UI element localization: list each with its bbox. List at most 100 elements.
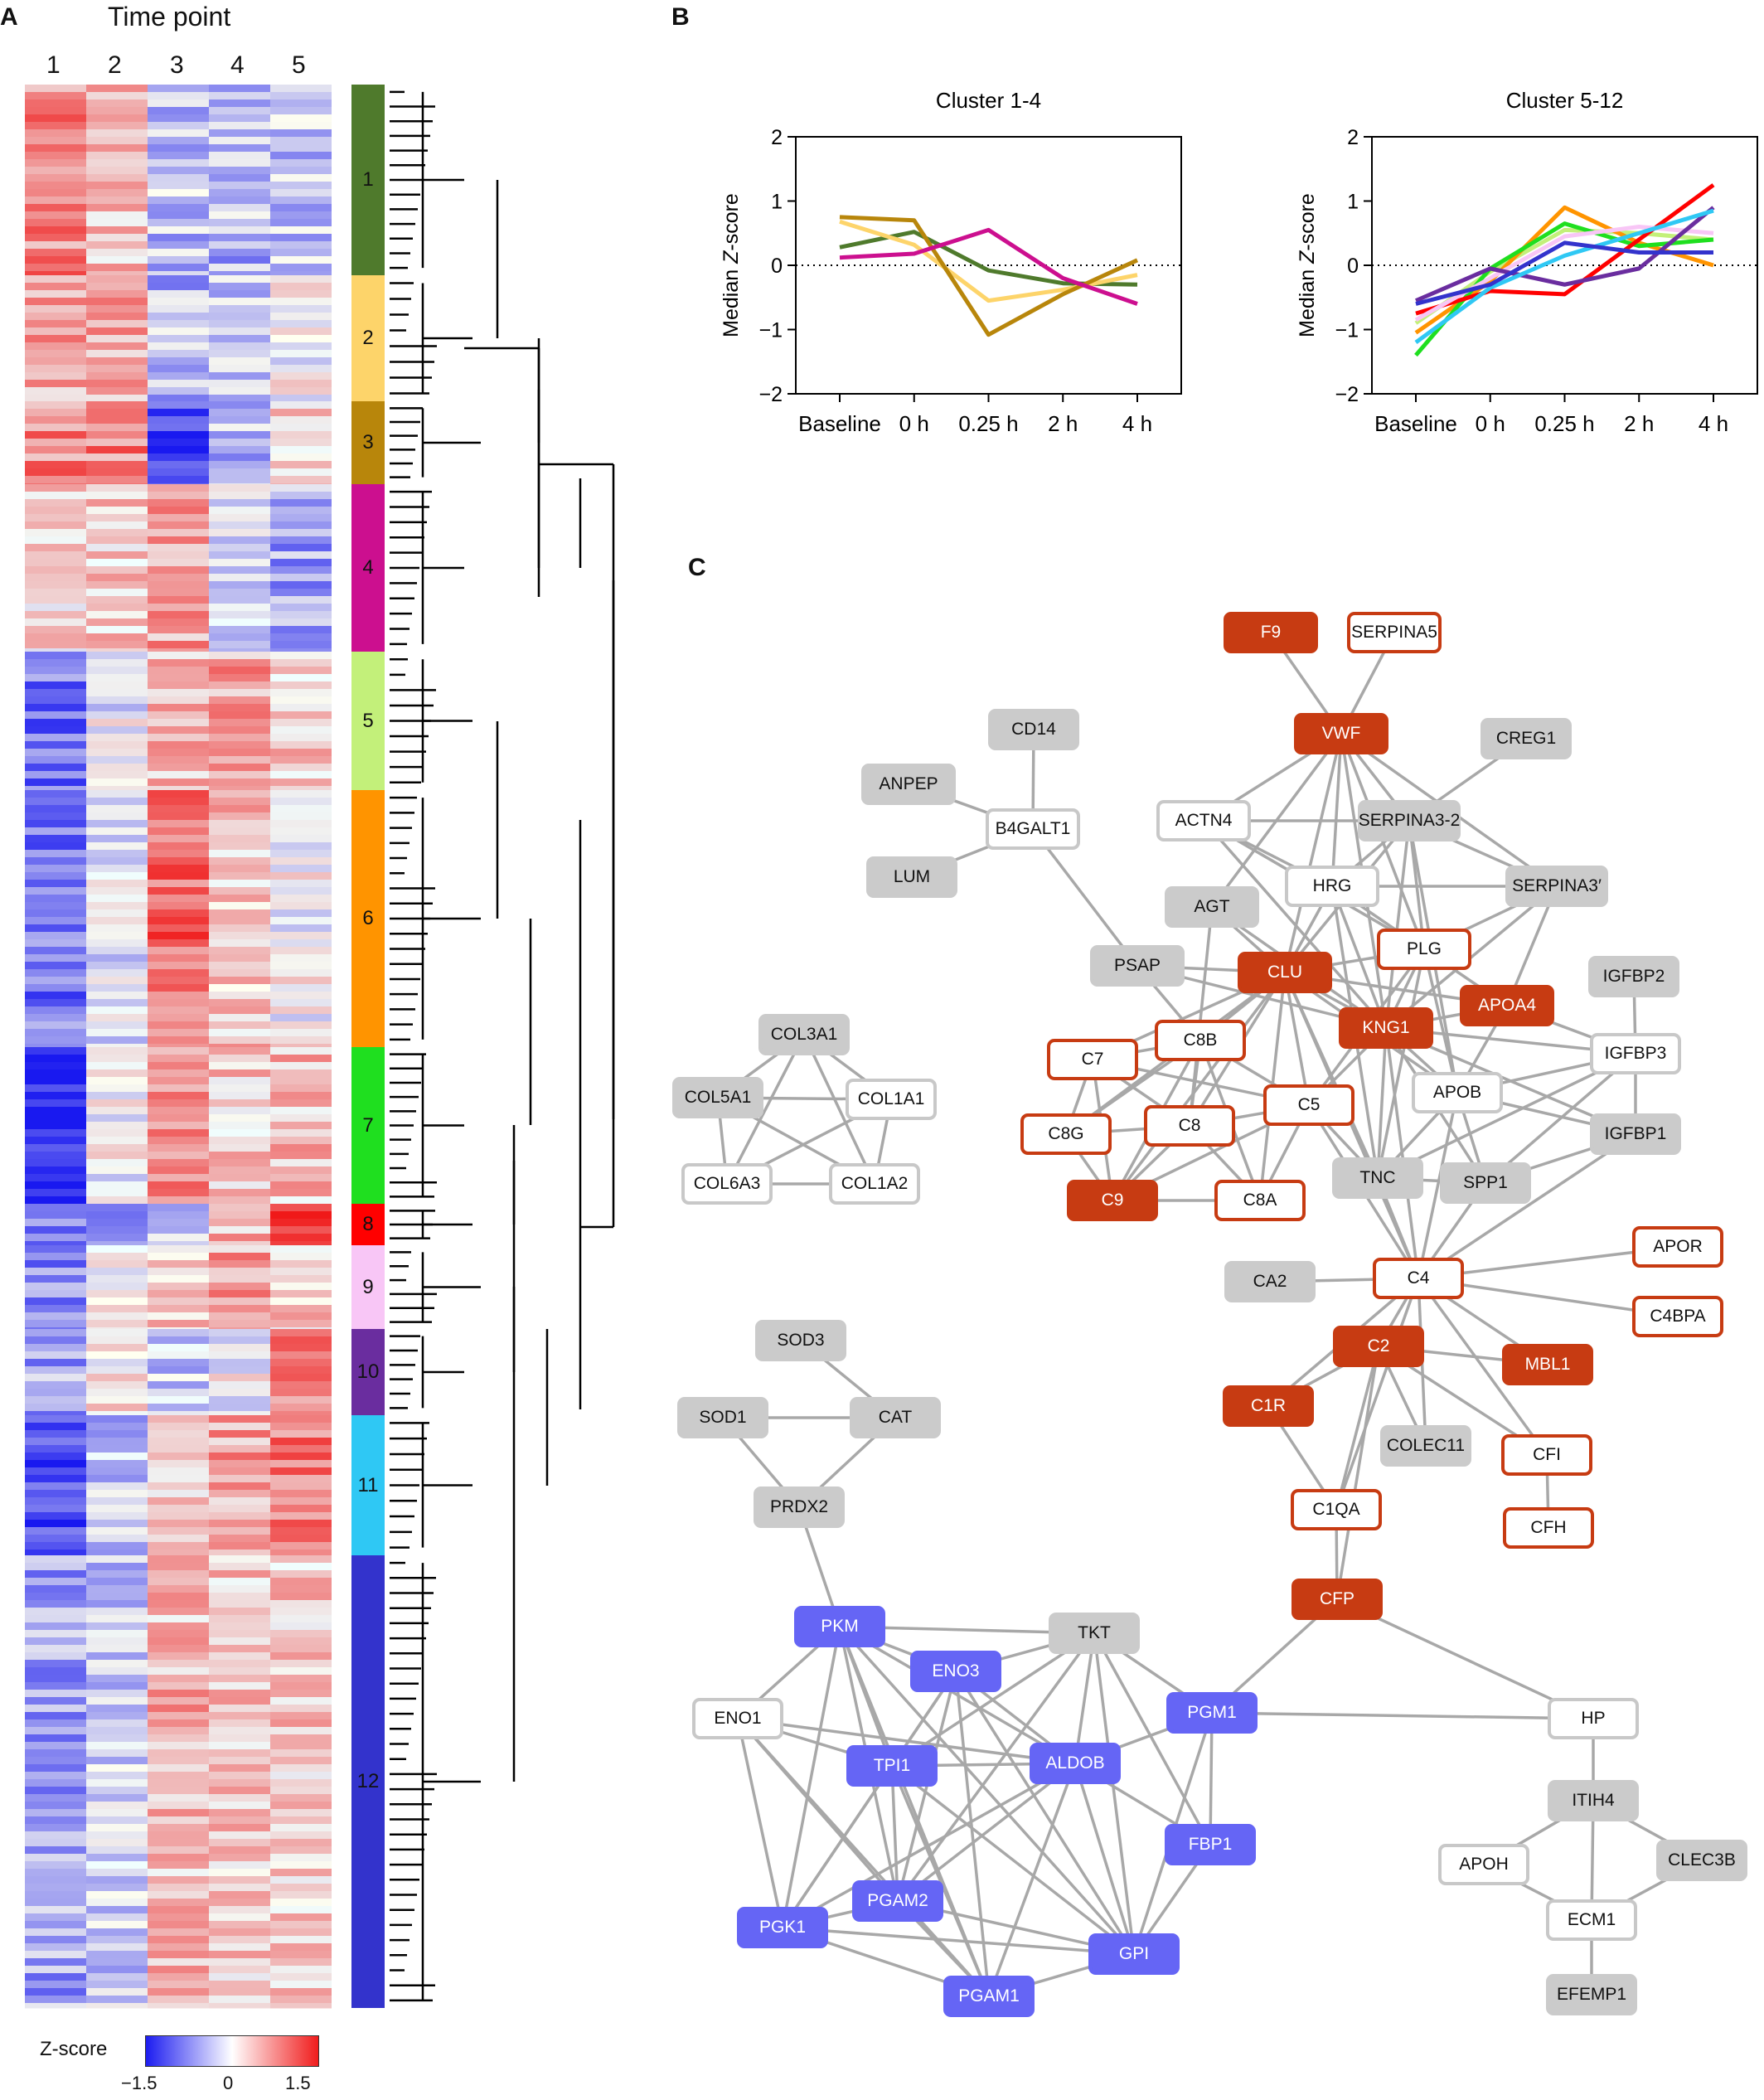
network-node: CLU <box>1238 952 1332 993</box>
network-node: ITIH4 <box>1548 1780 1639 1821</box>
x-tick-label: 0 h <box>899 411 929 436</box>
network-node: CFH <box>1503 1507 1594 1549</box>
network-node: COL1A2 <box>829 1163 920 1205</box>
cluster-label-11: 11 <box>357 1473 379 1496</box>
cluster-bar-3 <box>351 401 385 484</box>
network-node: B4GALT1 <box>986 808 1080 850</box>
x-tick-label: 0 h <box>1476 411 1505 436</box>
colorbar-tick-low: −1.5 <box>121 2073 158 2093</box>
network-edge <box>1418 1132 1636 1280</box>
network-edge <box>1384 1027 1420 1279</box>
network-node: F9 <box>1224 612 1318 653</box>
y-tick-label: −2 <box>758 383 783 406</box>
network-node: C1R <box>1223 1385 1314 1427</box>
network-node: MBL1 <box>1502 1344 1593 1385</box>
network-node: FBP1 <box>1165 1824 1256 1865</box>
y-tick-label: 1 <box>771 191 783 214</box>
x-tick-label: 0.25 h <box>958 411 1018 436</box>
network-node: ENO1 <box>692 1698 783 1739</box>
network-node: PSAP <box>1090 945 1185 987</box>
network-node: COLEC11 <box>1380 1425 1471 1467</box>
network-edge <box>1073 1763 1136 1955</box>
cluster-label-2: 2 <box>362 327 374 349</box>
network-edge <box>782 1926 1135 1956</box>
network-node: COL6A3 <box>681 1163 773 1205</box>
network-node: KNG1 <box>1339 1007 1433 1049</box>
heatmap-column-4: 4 <box>230 51 245 79</box>
cluster-bar-9 <box>351 1245 385 1329</box>
series-line-cluster-7 <box>1414 221 1714 357</box>
network-node: PGAM1 <box>943 1976 1035 2017</box>
network-node: ACTN4 <box>1156 800 1251 841</box>
network-edge <box>1188 906 1214 1127</box>
cluster-bar-4 <box>351 484 385 652</box>
network-node: TPI1 <box>846 1745 938 1787</box>
network-node: ALDOB <box>1030 1743 1121 1784</box>
network-edge <box>1093 1632 1212 1845</box>
network-node: APOH <box>1438 1844 1529 1885</box>
cluster-bar-2 <box>351 275 385 401</box>
network-node: TKT <box>1049 1613 1140 1654</box>
network-node: C2 <box>1333 1326 1424 1367</box>
series-line-cluster-4 <box>839 227 1138 306</box>
network-node: IGFBP1 <box>1590 1113 1681 1155</box>
network-node: LUM <box>866 856 957 898</box>
network-node: EFEMP1 <box>1546 1974 1637 2015</box>
line-chart-1: Cluster 1-4 Median Z-score 2 1 0 −1 −2 Baseline… <box>720 88 1182 436</box>
series-line-cluster-5 <box>1414 227 1714 325</box>
network-edge <box>1283 733 1343 973</box>
network-edge <box>1335 1346 1380 1600</box>
cluster-bar-11 <box>351 1415 385 1555</box>
network-node: CREG1 <box>1480 718 1572 759</box>
network-node: CLEC3B <box>1656 1840 1747 1881</box>
panel-b-letter: B <box>671 3 690 31</box>
network-edge <box>1283 972 1379 1179</box>
colorbar-gradient <box>145 2035 319 2067</box>
network-node: VWF <box>1294 713 1388 754</box>
network-node: APOR <box>1632 1226 1723 1268</box>
network-node: SOD1 <box>677 1397 768 1438</box>
network-node: CAT <box>850 1397 941 1438</box>
series-line-cluster-3 <box>839 215 1139 337</box>
y-tick-label: −1 <box>1335 319 1359 342</box>
network-edge <box>1211 1711 1594 1720</box>
y-tick-label: −2 <box>1335 383 1359 406</box>
network-edge <box>1340 733 1426 950</box>
network-node: HP <box>1548 1698 1639 1739</box>
network-node: GPI <box>1088 1933 1180 1975</box>
cluster-label-9: 9 <box>362 1275 374 1298</box>
network-node: PGM1 <box>1166 1692 1258 1734</box>
network-edge <box>1335 1278 1420 1511</box>
series-line-cluster-10 <box>1415 206 1715 303</box>
cluster-label-5: 5 <box>362 709 374 732</box>
network-edge <box>1376 1027 1388 1179</box>
network-node: SERPINA3-2 <box>1358 800 1461 841</box>
network-node: IGFBP2 <box>1588 956 1679 997</box>
chart-frame <box>795 136 1182 395</box>
network-node: PKM <box>794 1606 885 1647</box>
series-line-cluster-6 <box>1414 205 1714 335</box>
series-line-cluster-11 <box>1414 208 1714 345</box>
chart-title: Cluster 5-12 <box>1506 88 1624 113</box>
network-edge <box>1335 1346 1380 1511</box>
network-node: AGT <box>1165 886 1259 928</box>
series-line-cluster-1 <box>839 230 1138 287</box>
network-node: CFP <box>1292 1579 1383 1620</box>
y-tick-label: 2 <box>1347 126 1359 149</box>
network-node: C4 <box>1373 1258 1464 1299</box>
x-tick-label: 0.25 h <box>1534 411 1594 436</box>
cluster-label-3: 3 <box>362 431 374 453</box>
network-node: C8 <box>1144 1105 1235 1147</box>
network-node: SERPINA3′ <box>1505 866 1608 907</box>
network-node: SOD3 <box>755 1320 846 1361</box>
chart-ylabel: Median Z-score <box>1296 193 1319 337</box>
network-edge <box>987 1763 1077 1997</box>
network-node: COL5A1 <box>672 1077 763 1118</box>
network-node: IGFBP3 <box>1590 1033 1681 1074</box>
network-edge <box>1111 971 1287 1202</box>
x-tick-label: 2 h <box>1048 411 1078 436</box>
y-tick-label: 0 <box>771 255 783 278</box>
y-tick-label: 0 <box>1347 255 1359 278</box>
chart-ylabel: Median Z-score <box>720 193 743 337</box>
y-tick-label: 2 <box>771 126 783 149</box>
